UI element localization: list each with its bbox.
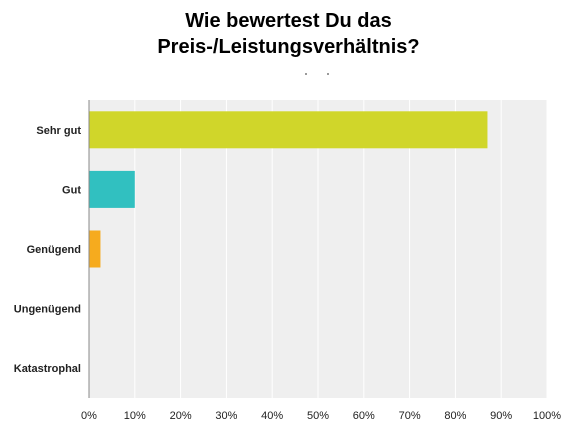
x-tick-label: 10%	[124, 410, 146, 422]
x-tick-label: 60%	[353, 410, 375, 422]
x-tick-label: 100%	[533, 410, 561, 422]
legend-remnant	[301, 73, 341, 79]
chart-title-line-1: Wie bewertest Du das	[185, 10, 392, 32]
grid-lines	[134, 100, 548, 398]
category-label: Genügend	[27, 244, 81, 256]
category-label: Sehr gut	[36, 125, 81, 137]
x-tick-label: 90%	[490, 410, 512, 422]
x-tick-labels: 0% 10% 20% 30% 40% 50% 60% 70% 80% 90% 100%	[81, 410, 561, 422]
category-label: Katastrophal	[14, 363, 81, 375]
x-tick-label: 30%	[215, 410, 237, 422]
x-tick-label: 20%	[170, 410, 192, 422]
bar	[89, 111, 488, 149]
x-tick-label: 80%	[444, 410, 466, 422]
chart-title-line-2: Preis-/Leistungsverhältnis?	[157, 36, 420, 58]
category-label: Ungenügend	[14, 304, 81, 316]
x-tick-label: 70%	[399, 410, 421, 422]
x-tick-label: 40%	[261, 410, 283, 422]
x-tick-label: 0%	[81, 410, 97, 422]
category-labels: Sehr gut Gut Genügend Ungenügend Katastropha…	[14, 125, 82, 375]
x-tick-label: 50%	[307, 410, 329, 422]
bar	[89, 230, 101, 268]
bars	[89, 111, 488, 268]
chart-title: Wie bewertest Du das Preis-/Leistungsver…	[0, 8, 577, 60]
category-label: Gut	[62, 184, 81, 196]
bar	[89, 170, 135, 208]
